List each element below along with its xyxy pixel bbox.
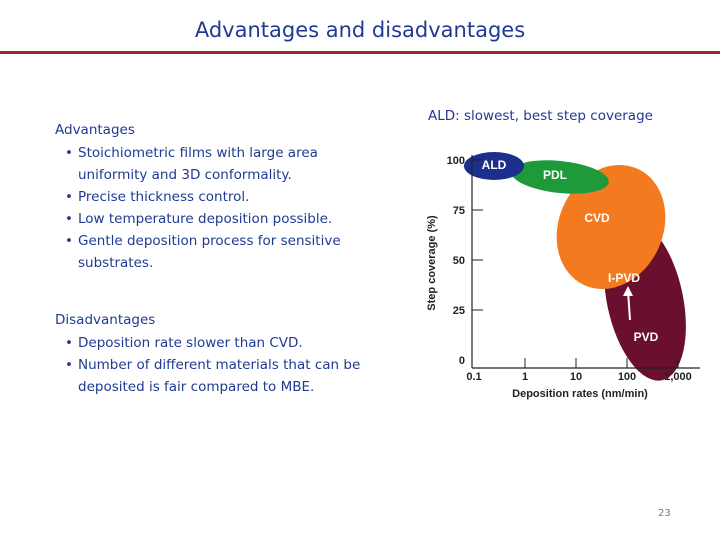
disadvantages: Disadvantages Deposition rate slower tha…: [55, 308, 395, 398]
y-tick-label: 25: [453, 305, 465, 317]
y-tick-label: 100: [447, 155, 465, 167]
list: Deposition rate slower than CVD.Number o…: [55, 332, 395, 398]
page-number: 23: [658, 508, 671, 519]
bullet-item: Number of different materials that can b…: [65, 354, 378, 398]
bullet-item: Stoichiometric films with large area uni…: [65, 142, 378, 186]
figure: 100 75 50 25 00.1 1 10 100 1,000 Deposition rates…: [426, 152, 700, 400]
ald-region: [464, 152, 524, 180]
heading: Advantages: [55, 122, 135, 138]
region-label: PVD: [634, 330, 659, 344]
region-label: ALD: [482, 158, 507, 172]
arrowhead: [623, 286, 633, 296]
x-tick-label: 0.1: [466, 371, 481, 383]
y-tick-label: 50: [453, 255, 465, 267]
region-label: CVD: [584, 211, 610, 225]
region-label: PDL: [543, 168, 567, 182]
x-tick-label: 10: [570, 371, 582, 383]
bullet-item: Gentle deposition process for sensitive …: [65, 230, 378, 274]
title-rule: [0, 51, 720, 54]
x-tick-label: 1: [522, 371, 528, 383]
list: Stoichiometric films with large area uni…: [55, 142, 395, 274]
y-tick-label: 75: [453, 205, 465, 217]
x-tick-label: 100: [618, 371, 636, 383]
figure-caption: ALD: slowest, best step coverage: [428, 108, 653, 124]
x-tick-label: 1,000: [664, 371, 692, 383]
x-axis-label: Deposition rates (nm/min): [512, 388, 648, 400]
y-tick-label: 0: [459, 355, 465, 367]
region-label: I-PVD: [608, 271, 640, 285]
y-axis-label: Step coverage (%): [426, 215, 438, 311]
cvd-region: [556, 164, 666, 290]
slide-title: Advantages and disadvantages: [194, 18, 526, 42]
pdl-region: [511, 160, 609, 194]
advantages: Advantages Stoichiometric films with lar…: [55, 118, 395, 274]
heading: Disadvantages: [55, 312, 156, 328]
bullet-item: Low temperature deposition possible.: [65, 208, 378, 230]
bullet-item: Precise thickness control.: [65, 186, 378, 208]
bullet-item: Deposition rate slower than CVD.: [65, 332, 378, 354]
